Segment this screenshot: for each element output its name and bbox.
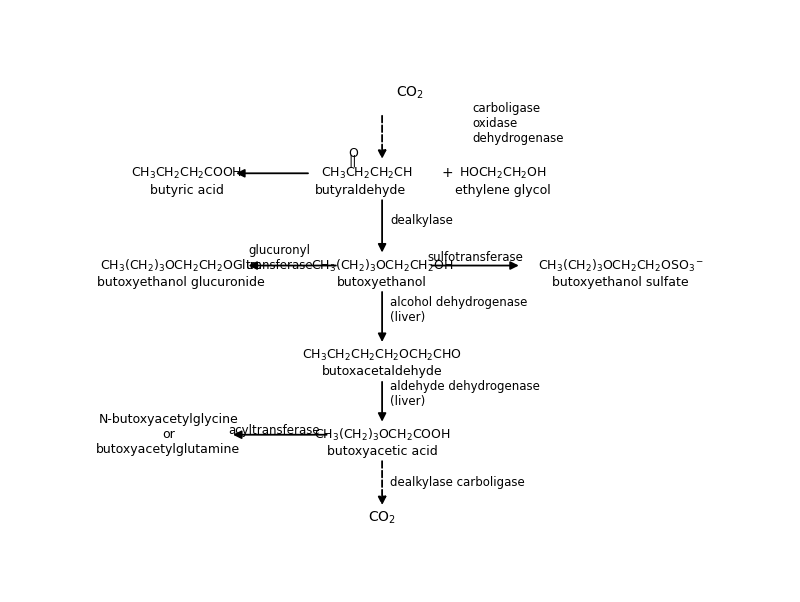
Text: CH$_3$CH$_2$CH$_2$CH: CH$_3$CH$_2$CH$_2$CH (321, 166, 412, 181)
Text: CH$_3$CH$_2$CH$_2$CH$_2$OCH$_2$CHO: CH$_3$CH$_2$CH$_2$CH$_2$OCH$_2$CHO (302, 347, 462, 362)
Text: CH$_3$(CH$_2$)$_3$OCH$_2$CH$_2$OSO$_3$$^-$: CH$_3$(CH$_2$)$_3$OCH$_2$CH$_2$OSO$_3$$^… (538, 258, 704, 273)
Text: dealkylase: dealkylase (390, 214, 453, 227)
Text: ||: || (349, 155, 358, 168)
Text: HOCH$_2$CH$_2$OH: HOCH$_2$CH$_2$OH (459, 166, 546, 181)
Text: butyric acid: butyric acid (150, 184, 224, 197)
Text: CH$_3$(CH$_2$)$_3$OCH$_2$CH$_2$OGluc: CH$_3$(CH$_2$)$_3$OCH$_2$CH$_2$OGluc (100, 258, 262, 273)
Text: CO$_2$: CO$_2$ (368, 510, 396, 526)
Text: CO$_2$: CO$_2$ (396, 85, 424, 101)
Text: sulfotransferase: sulfotransferase (427, 251, 523, 264)
Text: O: O (348, 147, 358, 160)
Text: alcohol dehydrogenase
(liver): alcohol dehydrogenase (liver) (390, 296, 527, 324)
Text: butoxyethanol glucuronide: butoxyethanol glucuronide (97, 276, 265, 289)
Text: carboligase
oxidase
dehydrogenase: carboligase oxidase dehydrogenase (472, 102, 563, 144)
Text: butoxyethanol: butoxyethanol (337, 276, 427, 289)
Text: acyltransferase: acyltransferase (228, 424, 319, 437)
Text: butoxyethanol sulfate: butoxyethanol sulfate (553, 276, 689, 289)
Text: butoxacetaldehyde: butoxacetaldehyde (322, 365, 442, 378)
Text: +: + (442, 166, 453, 180)
Text: aldehyde dehydrogenase
(liver): aldehyde dehydrogenase (liver) (390, 380, 540, 408)
Text: CH$_3$(CH$_2$)$_3$OCH$_2$CH$_2$OH: CH$_3$(CH$_2$)$_3$OCH$_2$CH$_2$OH (311, 258, 454, 273)
Text: CH$_3$(CH$_2$)$_3$OCH$_2$COOH: CH$_3$(CH$_2$)$_3$OCH$_2$COOH (314, 427, 450, 443)
Text: ethylene glycol: ethylene glycol (455, 184, 551, 197)
Text: butyraldehyde: butyraldehyde (315, 184, 406, 197)
Text: butoxyacetic acid: butoxyacetic acid (326, 445, 438, 458)
Text: CH$_3$CH$_2$CH$_2$COOH: CH$_3$CH$_2$CH$_2$COOH (131, 166, 242, 181)
Text: N-butoxyacetylglycine
or
butoxyacetylglutamine: N-butoxyacetylglycine or butoxyacetylglu… (96, 413, 240, 456)
Text: dealkylase carboligase: dealkylase carboligase (390, 476, 525, 488)
Text: glucuronyl
transferase: glucuronyl transferase (246, 244, 314, 272)
